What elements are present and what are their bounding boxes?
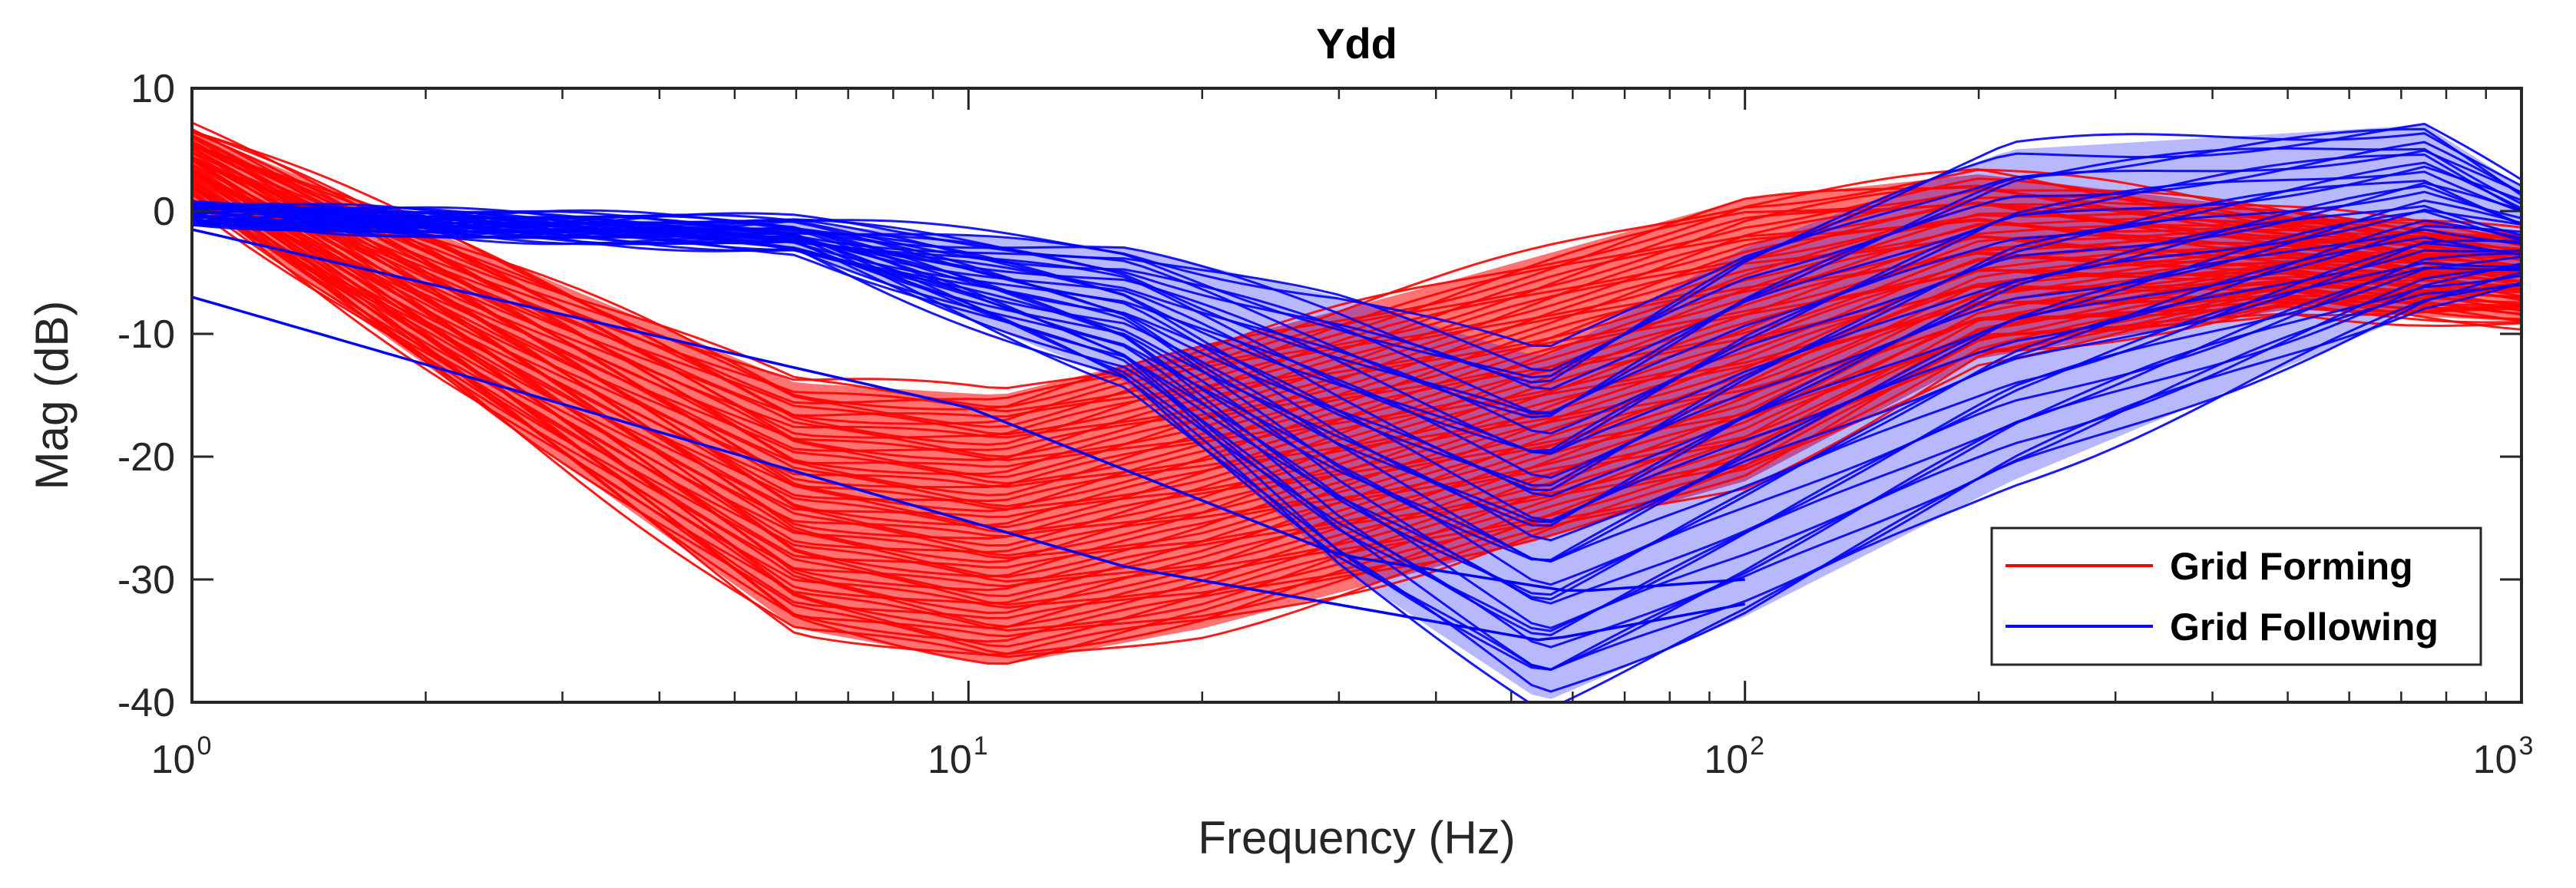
y-tick-label: -40	[117, 681, 175, 725]
y-tick-label: 0	[153, 190, 175, 234]
grid-forming-curve-57	[192, 186, 2521, 655]
grid-following-curve-29	[192, 219, 2521, 637]
grid-following-extra-line-2	[192, 228, 1745, 593]
y-tick-label: -10	[117, 312, 175, 357]
grid-forming-curve-22	[192, 163, 2521, 489]
data-curve-layer	[192, 121, 2521, 702]
grid-forming-curve-23	[192, 158, 2521, 488]
grid-forming-curve-20	[192, 144, 2521, 485]
legend-label-grid-following: Grid Following	[2170, 606, 2439, 649]
grid-following-curve-3	[192, 127, 2521, 384]
y-tick-label: -20	[117, 435, 175, 480]
grid-following-curve-18	[192, 210, 2521, 527]
y-tick-label: -30	[117, 558, 175, 602]
grid-following-envelope	[192, 125, 2521, 699]
grid-following-curve-34	[192, 213, 2521, 672]
legend-label-grid-forming: Grid Forming	[2170, 545, 2413, 588]
grid-forming-curve-45	[192, 186, 2521, 588]
y-tick-labels: 10 0 -10 -20 -30 -40	[117, 67, 175, 725]
legend-box	[1990, 527, 2482, 666]
x-tick-labels: 100 101 102 103	[151, 731, 2534, 782]
grid-forming-curve-15	[192, 155, 2521, 452]
grid-forming-curve-3	[192, 134, 2521, 411]
grid-following-curve-33	[192, 221, 2521, 672]
grid-following-curve-32	[192, 209, 2521, 671]
grid-forming-curve-34	[192, 172, 2521, 538]
grid-forming-curve-60	[192, 200, 2521, 659]
x-tick-label: 100	[151, 731, 212, 782]
plot-frame	[190, 87, 2523, 704]
grid-following-curve-36	[192, 214, 2521, 702]
x-tick-label: 101	[928, 731, 988, 782]
grid-forming-curve-35	[192, 160, 2521, 557]
legend: Grid Forming Grid Following	[1990, 527, 2482, 666]
y-axis-label: Mag (dB)	[26, 301, 78, 490]
tick-marks	[190, 87, 2523, 704]
x-axis-label: Frequency (Hz)	[1198, 812, 1515, 863]
grid-forming-curve-17	[192, 140, 2521, 478]
x-tick-label: 103	[2473, 731, 2534, 782]
grid-following-extra-line-1	[192, 295, 1746, 642]
grid-forming-curve-51	[192, 189, 2521, 629]
y-tick-label: 10	[131, 67, 175, 111]
grid-following-curve-14	[192, 184, 2521, 492]
chart-title: Ydd	[1316, 19, 1397, 68]
grid-forming-curve-59	[192, 206, 2521, 656]
x-tick-label: 102	[1704, 731, 1764, 782]
grid-following-curve-35	[192, 206, 2521, 693]
grid-following-curve-24	[192, 204, 2521, 586]
grid-following-curve-30	[192, 215, 2521, 632]
